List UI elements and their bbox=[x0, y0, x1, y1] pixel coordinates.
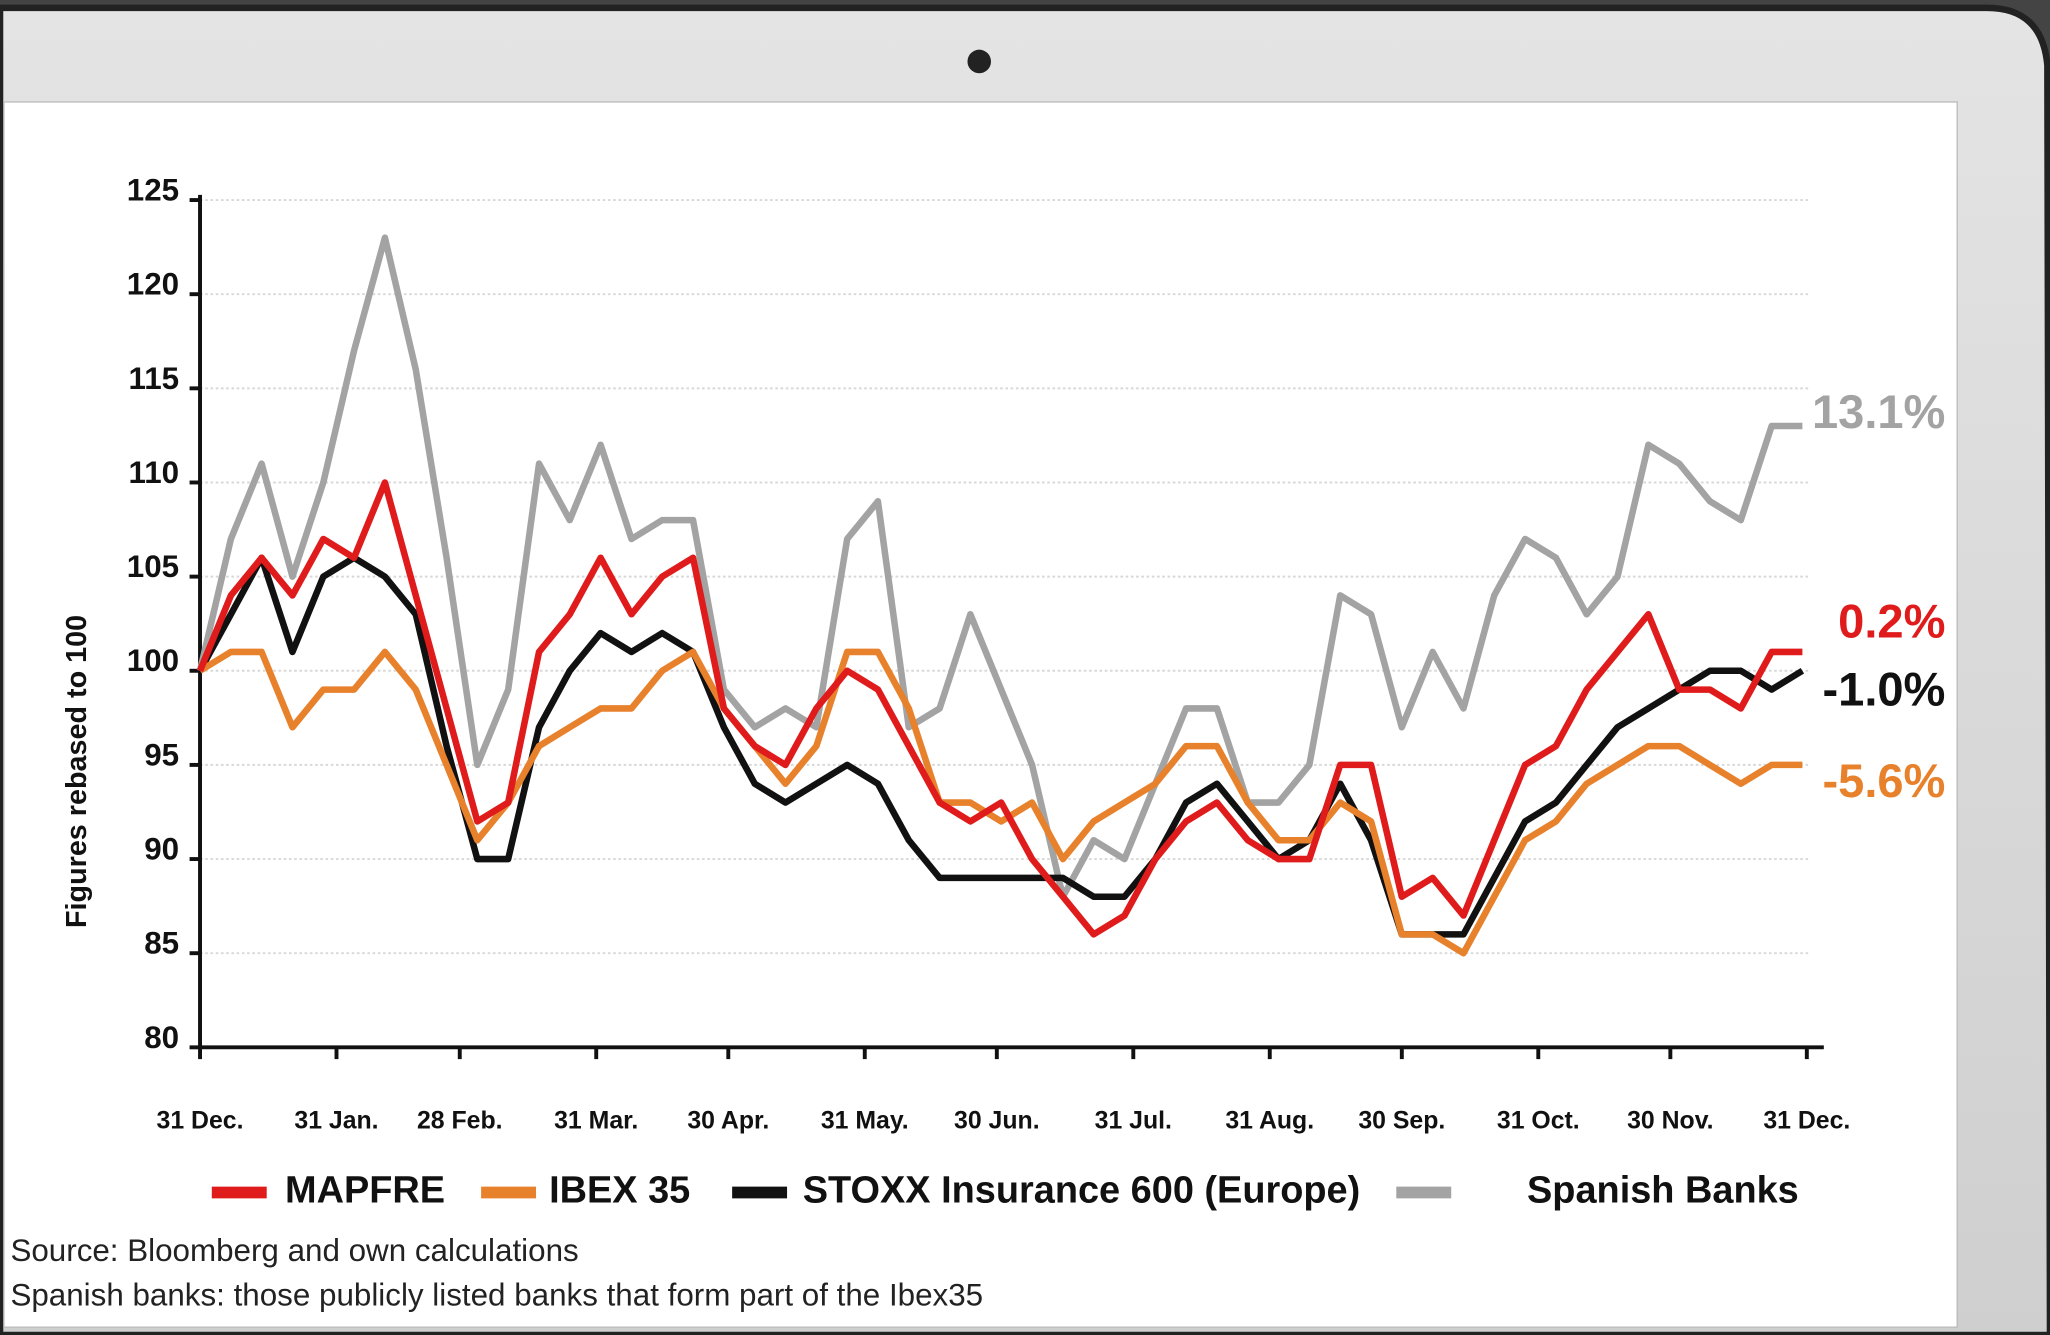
x-tick-label: 30 Nov. bbox=[1627, 1107, 1713, 1134]
x-tick-label: 31 Oct. bbox=[1497, 1107, 1580, 1134]
x-tick-label: 31 Jan. bbox=[294, 1107, 378, 1134]
x-tick-label: 31 Jul. bbox=[1095, 1107, 1172, 1134]
series-line bbox=[197, 479, 1803, 938]
end-label: -1.0% bbox=[1823, 662, 1946, 715]
y-tick-label: 115 bbox=[129, 361, 180, 396]
y-tick-label: 100 bbox=[127, 643, 179, 678]
y-tick-label: 90 bbox=[144, 831, 179, 866]
end-label: 0.2% bbox=[1838, 594, 1945, 647]
x-tick-label: 30 Apr. bbox=[687, 1107, 769, 1134]
y-tick-label: 85 bbox=[144, 926, 179, 961]
end-label: -5.6% bbox=[1823, 754, 1946, 807]
y-tick-label: 125 bbox=[127, 172, 179, 207]
legend-label: STOXX Insurance 600 (Europe) bbox=[803, 1169, 1361, 1211]
x-tick-label: 31 Aug. bbox=[1225, 1107, 1314, 1134]
camera bbox=[967, 49, 992, 74]
series-line bbox=[198, 648, 1803, 957]
end-label: 13.1% bbox=[1812, 385, 1945, 438]
x-tick-label: 28 Feb. bbox=[417, 1107, 503, 1134]
x-tick-label: 31 Dec. bbox=[1763, 1107, 1850, 1134]
source-note: Source: Bloomberg and own calculations bbox=[10, 1233, 578, 1268]
x-tick-label: 31 Mar. bbox=[554, 1107, 638, 1134]
x-tick-label: 31 Dec. bbox=[157, 1107, 244, 1134]
y-tick-label: 105 bbox=[127, 549, 179, 584]
y-axis-label: Figures rebased to 100 bbox=[61, 615, 93, 928]
y-tick-label: 80 bbox=[144, 1020, 179, 1055]
legend-label: MAPFRE bbox=[285, 1169, 445, 1211]
x-tick-label: 31 May. bbox=[821, 1107, 909, 1134]
x-tick-label: 30 Jun. bbox=[954, 1107, 1040, 1134]
screen bbox=[3, 101, 1958, 1328]
y-tick-label: 110 bbox=[129, 455, 180, 490]
y-tick-label: 95 bbox=[144, 737, 179, 772]
footnote: Spanish banks: those publicly listed ban… bbox=[10, 1277, 983, 1312]
series-line bbox=[196, 234, 1803, 900]
y-tick-label: 120 bbox=[127, 267, 179, 302]
legend-label: Spanish Banks bbox=[1527, 1169, 1799, 1211]
x-tick-label: 30 Sep. bbox=[1358, 1107, 1445, 1134]
legend-label: IBEX 35 bbox=[549, 1169, 690, 1211]
